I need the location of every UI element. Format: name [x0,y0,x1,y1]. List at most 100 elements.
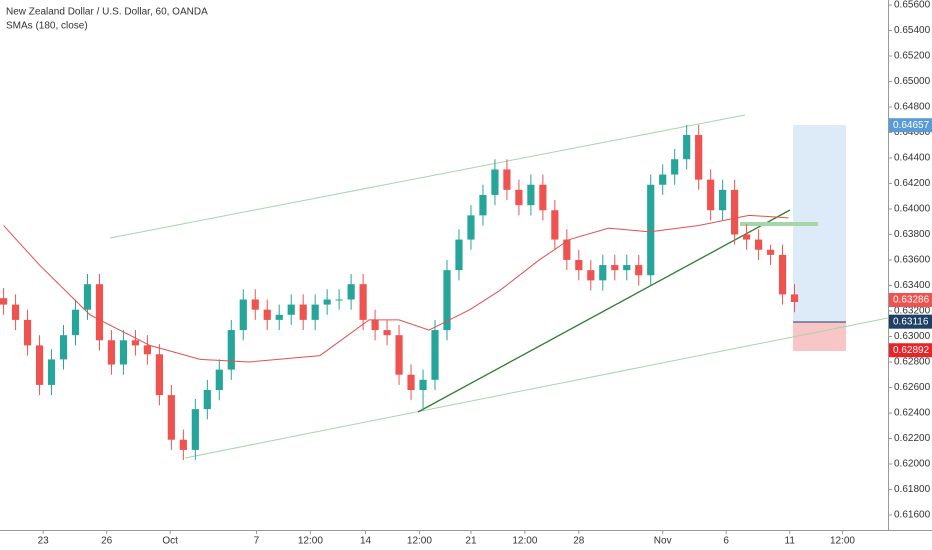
candle-body [515,189,523,206]
x-tick-label: 7 [254,536,260,547]
y-tick-label: 0.62800 [894,357,931,368]
y-tick-label: 0.61800 [894,484,931,495]
price-tag [889,314,932,329]
price-tag-label: 0.64657 [893,120,930,131]
candle-body [742,234,751,240]
y-tick-label: 0.64400 [894,153,931,164]
price-tag [889,343,932,358]
x-tick-label: 6 [723,536,729,547]
x-tick-label: 12:00 [830,536,855,547]
y-tick-label: 0.62400 [894,408,931,419]
candle-body [11,304,20,320]
price-tag-label: 0.62892 [893,345,930,356]
candle-body [719,189,727,211]
candle-body [467,215,475,240]
x-tick-label: Nov [654,536,672,547]
candle-body [299,304,307,320]
candle-body [83,284,92,310]
candle-body [371,319,379,331]
candle-body [323,299,331,305]
candle-body [563,239,571,260]
candle-body [659,174,667,185]
candle-body [671,159,679,175]
y-tick-label: 0.65400 [894,25,931,36]
candle-body [647,184,655,276]
trend-line-lower [184,317,889,459]
price-tag [889,118,932,133]
candle-body [790,294,799,303]
x-tick-label: 12:00 [407,536,432,547]
candle-body [71,309,80,336]
x-tick-label: Oct [162,536,178,547]
x-tick-label: 23 [38,536,50,547]
candle-body [119,340,128,365]
candle-body [766,249,775,255]
trend-line-upper [109,114,746,239]
candle-body [407,374,415,391]
candle-body [611,265,619,271]
candle-body [203,390,211,410]
candle-body [275,314,283,320]
y-tick-label: 0.63000 [894,331,931,342]
candle-body [491,169,499,195]
x-tick-label: 28 [573,536,585,547]
candle-body [179,439,187,450]
candle-body [431,330,439,380]
y-tick-label: 0.65600 [894,0,931,11]
candle-body [311,304,319,320]
price-tag-label: 0.63286 [893,295,930,306]
candle-body [503,169,511,190]
y-tick-label: 0.62000 [894,459,931,470]
candle-body [527,184,535,206]
y-tick-label: 0.65000 [894,76,931,87]
x-tick-label: 12:00 [298,536,323,547]
candle-body [683,135,691,160]
x-tick-label: 12:00 [512,536,537,547]
candle-body [383,330,391,336]
y-tick-label: 0.62200 [894,433,931,444]
y-tick-label: 0.64200 [894,178,931,189]
candle-body [215,369,223,391]
y-tick-label: 0.63200 [894,306,931,317]
zone-marker [740,222,818,226]
y-tick-label: 0.63800 [894,229,931,240]
y-tick-label: 0.64600 [894,127,931,138]
candle-body [551,210,559,240]
y-tick-label: 0.64800 [894,102,931,113]
candle-body [347,284,355,300]
candle-body [359,284,367,320]
candle-body [167,395,175,440]
indicator-legend: SMAs (180, close) [6,21,88,32]
x-tick-label: 11 [785,536,796,547]
candle-body [191,409,199,450]
y-tick-label: 0.64000 [894,204,931,215]
candle-body [731,189,739,235]
candle-body [227,330,235,370]
x-tick-label: 21 [465,536,477,547]
candle-body [395,335,403,375]
candle-body [599,265,607,281]
sma-line [3,214,789,363]
candle-body [155,354,163,396]
price-tag [889,292,932,307]
candle-body [131,340,140,346]
candle-body [251,299,259,310]
candle-body [778,254,787,295]
candle-body [59,335,68,360]
y-tick-label: 0.63400 [894,280,931,291]
y-tick-label: 0.63600 [894,255,931,266]
candle-body [707,179,715,211]
candle-body [23,319,32,346]
candle-body [754,239,763,250]
candle-body [575,259,583,271]
chart-title: New Zealand Dollar / U.S. Dollar, 60, OA… [6,7,208,18]
price-tag-label: 0.63116 [893,316,929,327]
candle-body [419,379,427,391]
candle-body [287,304,295,315]
candle-body [443,270,451,331]
candle-body [479,194,487,216]
candle-body [143,345,151,355]
candle-body [455,239,463,271]
candle-body [539,184,547,211]
candle-body [95,284,104,341]
